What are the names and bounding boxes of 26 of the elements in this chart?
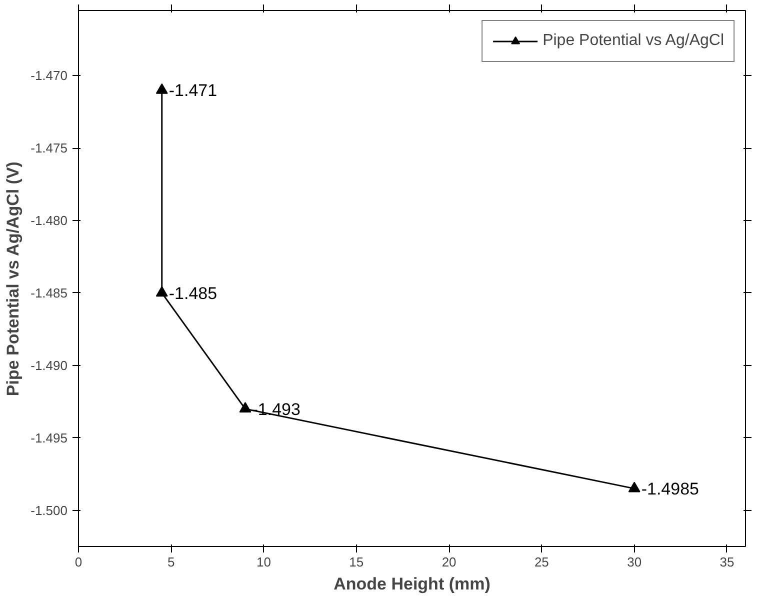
y-axis-title: Pipe Potential vs Ag/AgCl (V) [4,162,23,396]
y-tick-label: -1.475 [30,140,68,156]
data-label: -1.4985 [641,480,700,499]
x-tick-label: 10 [256,554,272,570]
point [239,402,252,413]
y-tick-label: -1.480 [30,213,68,228]
data-label: -1.471 [168,81,218,100]
x-tick-label: 5 [168,554,175,570]
x-tick-label: 20 [442,554,456,570]
x-axis-title: Anode Height (mm) [334,574,490,594]
point [628,482,640,492]
x-tick-label: 0 [74,554,82,570]
point [156,83,168,94]
y-tick-label: -1.470 [30,68,68,84]
point [156,286,168,297]
y-tick-label: -1.495 [30,430,68,446]
y-tick-label: -1.490 [30,358,68,373]
x-tick-label: 30 [627,554,642,570]
y-tick-label: -1.500 [30,502,68,518]
legend-label: Pipe Potential vs Ag/AgCl [542,32,724,50]
x-tick-label: 15 [349,554,364,570]
data-label: -1.485 [168,284,218,303]
data-label: -1.493 [252,400,300,419]
x-tick-label: 35 [720,554,734,570]
x-tick-label: 25 [534,554,549,570]
y-tick-label: -1.485 [30,285,68,300]
